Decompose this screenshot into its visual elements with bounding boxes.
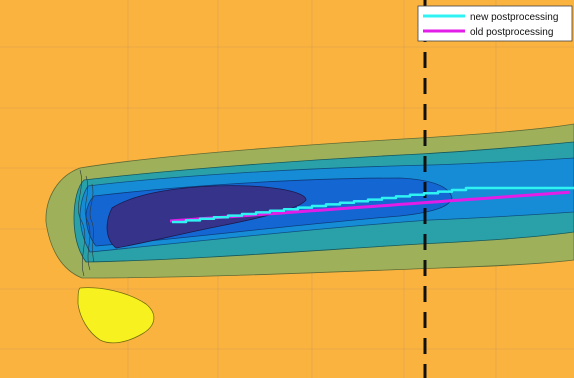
- legend: new postprocessing old postprocessing: [418, 6, 572, 41]
- legend-label-old: old postprocessing: [470, 27, 553, 38]
- legend-label-new: new postprocessing: [470, 12, 558, 23]
